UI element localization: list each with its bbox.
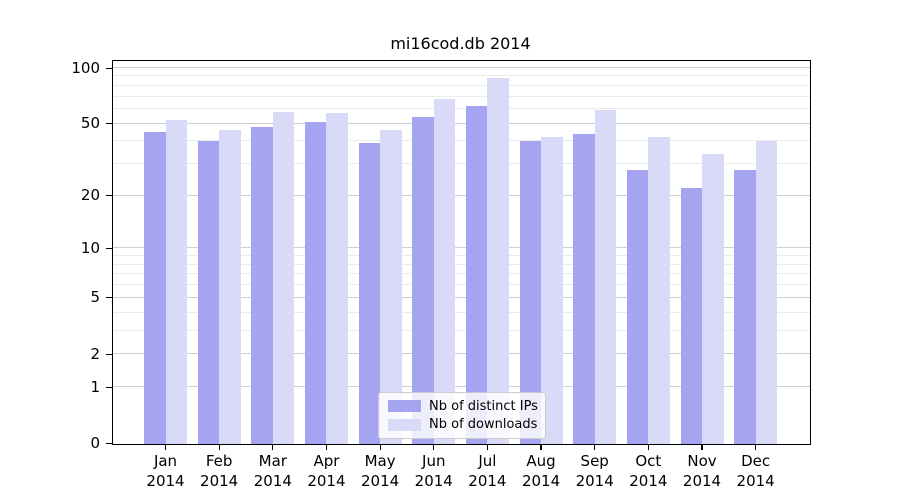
bar-feb-downloads xyxy=(219,130,241,444)
legend-swatch-downloads xyxy=(388,418,421,431)
bar-jan-distinct-ips xyxy=(144,132,166,444)
y-tick-label-1: 1 xyxy=(90,377,100,396)
gridline xyxy=(112,296,810,298)
bar-sep-distinct-ips xyxy=(573,133,595,444)
bar-mar-distinct-ips xyxy=(251,126,273,444)
bar-aug-distinct-ips xyxy=(519,141,542,444)
x-tick xyxy=(755,444,757,450)
legend-swatch-distinct-ips xyxy=(388,400,421,413)
gridline xyxy=(112,273,810,275)
gridline xyxy=(112,255,810,257)
legend-label-downloads: Nb of downloads xyxy=(429,417,538,433)
y-tick xyxy=(105,247,112,250)
x-tick xyxy=(218,444,220,450)
gridline xyxy=(112,122,810,124)
y-tick-label-2: 2 xyxy=(90,344,100,363)
legend-label-distinct-ips: Nb of distinct IPs xyxy=(429,398,538,414)
gridline xyxy=(112,140,810,142)
y-tick xyxy=(105,386,112,388)
gridline xyxy=(112,353,810,355)
bar-feb-distinct-ips xyxy=(197,141,220,444)
x-tick-label-jul: Jul 2014 xyxy=(468,452,507,490)
bar-jun-distinct-ips xyxy=(412,117,434,444)
x-tick-label-may: May 2014 xyxy=(361,452,400,490)
bar-mar-downloads xyxy=(272,111,295,444)
gridline xyxy=(112,247,810,249)
plot-area xyxy=(111,59,811,445)
x-tick xyxy=(594,444,596,450)
bar-apr-distinct-ips xyxy=(304,122,327,444)
bar-nov-distinct-ips xyxy=(680,188,702,444)
bar-jun-downloads xyxy=(433,99,456,444)
gridline xyxy=(112,163,810,165)
gridline xyxy=(112,194,810,196)
gridline xyxy=(112,75,810,77)
bar-oct-downloads xyxy=(648,137,670,444)
x-tick-label-jan: Jan 2014 xyxy=(146,452,185,490)
legend: Nb of distinct IPs Nb of downloads xyxy=(378,392,546,439)
y-tick xyxy=(105,67,112,69)
x-tick-label-nov: Nov 2014 xyxy=(682,452,722,490)
y-tick-label-20: 20 xyxy=(80,186,100,205)
y-tick-label-50: 50 xyxy=(80,114,100,133)
x-tick-label-dec: Dec 2014 xyxy=(736,452,775,490)
x-tick-label-sep: Sep 2014 xyxy=(575,452,614,490)
bar-apr-downloads xyxy=(326,113,348,444)
gridline xyxy=(112,84,810,86)
legend-entry: Nb of downloads xyxy=(388,417,538,433)
x-tick-label-oct: Oct 2014 xyxy=(629,452,668,490)
gridline xyxy=(112,311,810,313)
x-tick xyxy=(379,444,381,450)
y-tick-label-10: 10 xyxy=(80,238,100,257)
bar-may-downloads xyxy=(380,130,402,444)
gridline xyxy=(112,386,810,388)
y-tick xyxy=(105,443,112,445)
x-tick-label-jun: Jun 2014 xyxy=(414,452,453,490)
y-tick-label-100: 100 xyxy=(71,58,100,77)
x-tick-label-mar: Mar 2014 xyxy=(253,452,292,490)
bar-may-distinct-ips xyxy=(358,143,381,444)
gridline xyxy=(112,95,810,97)
bar-dec-distinct-ips xyxy=(734,169,756,444)
x-tick xyxy=(325,444,328,450)
bar-jan-downloads xyxy=(165,120,187,444)
x-tick xyxy=(540,444,542,450)
x-tick xyxy=(164,444,167,450)
gridline xyxy=(112,329,810,331)
x-tick xyxy=(647,444,649,450)
gridline xyxy=(112,263,810,265)
y-tick-label-5: 5 xyxy=(90,288,100,307)
x-tick xyxy=(433,444,435,450)
gridline xyxy=(112,108,810,110)
legend-entry: Nb of distinct IPs xyxy=(388,398,538,414)
bar-jul-downloads xyxy=(487,78,509,444)
chart-title: mi16cod.db 2014 xyxy=(390,34,531,53)
x-tick-label-apr: Apr 2014 xyxy=(307,452,346,490)
x-tick-label-aug: Aug 2014 xyxy=(521,452,561,490)
y-tick-label-0: 0 xyxy=(90,434,100,452)
bar-jul-distinct-ips xyxy=(465,106,488,444)
x-tick-label-feb: Feb 2014 xyxy=(200,452,239,490)
x-tick xyxy=(486,444,488,450)
bar-sep-downloads xyxy=(594,110,617,444)
y-tick xyxy=(105,297,112,299)
bar-aug-downloads xyxy=(541,137,563,444)
bar-dec-downloads xyxy=(755,141,778,444)
x-tick xyxy=(701,444,703,450)
bar-nov-downloads xyxy=(702,154,724,444)
gridline xyxy=(112,284,810,286)
y-tick xyxy=(105,353,112,355)
bar-oct-distinct-ips xyxy=(626,169,649,444)
x-tick xyxy=(272,444,274,450)
gridline xyxy=(112,67,810,68)
y-tick xyxy=(105,123,112,125)
y-tick xyxy=(105,195,112,197)
